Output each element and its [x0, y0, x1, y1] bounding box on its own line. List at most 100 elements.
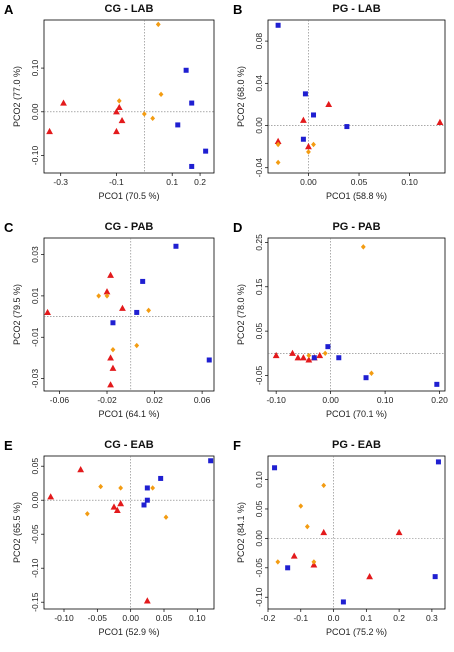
y-tick-label: 0.00 — [254, 530, 264, 547]
panel-title: CG - EAB — [104, 439, 154, 451]
data-point-triangle — [115, 103, 123, 111]
panel-title: PG - LAB — [332, 3, 380, 15]
x-tick-label: 0.3 — [426, 613, 438, 623]
y-axis-label: PCO2 (65.5 %) — [12, 502, 22, 563]
y-axis-label: PCO2 (78.0 %) — [236, 284, 246, 345]
data-point-triangle — [305, 143, 312, 150]
data-point-diamond — [360, 244, 366, 250]
data-point-triangle — [103, 288, 111, 295]
data-point-diamond — [98, 483, 104, 490]
panel-letter: D — [233, 220, 242, 235]
data-point-diamond — [306, 352, 312, 359]
data-point-square — [311, 112, 317, 118]
data-point-diamond — [298, 503, 304, 509]
data-point-triangle — [395, 528, 403, 536]
data-point-diamond — [104, 293, 110, 299]
y-tick-label: -0.10 — [30, 146, 40, 166]
data-point-triangle — [110, 503, 118, 510]
y-tick-label: 0.00 — [254, 117, 264, 134]
y-tick-label: -0.05 — [254, 366, 264, 386]
x-axis-label: PCO1 (58.8 %) — [326, 191, 387, 201]
data-point-triangle — [143, 597, 151, 604]
data-point-triangle — [107, 271, 114, 278]
y-tick-label: -0.05 — [254, 558, 264, 578]
data-point-square — [434, 381, 440, 387]
data-point-triangle — [119, 304, 126, 311]
data-point-square — [336, 355, 342, 361]
plot-frame — [43, 237, 215, 392]
data-point-square — [435, 459, 441, 465]
data-point-square — [344, 124, 350, 130]
data-point-square — [189, 163, 195, 169]
data-point-diamond — [150, 115, 156, 122]
data-point-triangle — [436, 118, 444, 125]
y-axis-label: PCO2 (79.5 %) — [12, 284, 22, 345]
x-tick-label: -0.3 — [53, 177, 68, 187]
data-point-square — [183, 67, 189, 73]
y-axis-label: PCO2 (68.0 %) — [236, 66, 246, 127]
data-point-square — [175, 122, 181, 128]
data-point-square — [285, 565, 291, 571]
x-axis-label: PCO1 (64.1 %) — [98, 409, 159, 419]
y-tick-label: -0.05 — [30, 524, 40, 544]
x-tick-label: 0.10 — [401, 177, 418, 187]
panel-letter: A — [4, 2, 14, 17]
data-point-diamond — [155, 21, 161, 28]
panel-f: F PG - EAB -0.2 -0.1 0.0 0.1 0.2 0.3 -0.10 -0.05 0… — [233, 438, 446, 637]
panel-c: C CG - PAB -0.06 -0.02 0.02 0.06 -0.03 -0.01 0.0… — [4, 220, 215, 419]
plot-frame — [267, 455, 446, 610]
data-point-triangle — [77, 466, 85, 473]
data-point-triangle — [294, 354, 302, 361]
data-point-diamond — [275, 559, 281, 565]
data-point-square — [110, 320, 116, 326]
x-axis-label: PCO1 (52.9 %) — [98, 627, 159, 637]
data-point-triangle — [316, 351, 324, 359]
data-point-square — [300, 136, 306, 142]
x-tick-label: 0.1 — [166, 177, 178, 187]
x-tick-label: -0.10 — [266, 395, 286, 405]
panel-b: B PG - LAB 0.00 0.05 0.10 -0.04 0.00 0.04 0.08 PC… — [233, 2, 446, 201]
y-tick-label: 0.05 — [254, 500, 264, 517]
x-tick-label: -0.2 — [261, 613, 276, 623]
data-point-diamond — [322, 350, 328, 357]
data-point-diamond — [141, 111, 147, 117]
data-point-triangle — [47, 493, 55, 500]
data-point-diamond — [311, 559, 317, 565]
y-axis-label: PCO2 (84.1 %) — [236, 502, 246, 563]
data-point-square — [275, 22, 281, 28]
data-point-diamond — [369, 370, 374, 376]
data-point-triangle — [289, 349, 296, 356]
x-tick-label: 0.00 — [322, 395, 339, 405]
x-tick-label: -0.05 — [88, 613, 108, 623]
x-tick-label: 0.00 — [122, 613, 139, 623]
x-tick-label: 0.20 — [431, 395, 448, 405]
data-point-triangle — [290, 552, 298, 559]
data-point-triangle — [305, 356, 313, 363]
x-tick-label: 0.05 — [156, 613, 173, 623]
x-tick-label: -0.10 — [54, 613, 74, 623]
panel-letter: C — [4, 220, 14, 235]
y-tick-label: 0.05 — [254, 323, 264, 340]
data-point-diamond — [275, 141, 281, 148]
panel-title: CG - LAB — [105, 3, 154, 15]
data-point-square — [272, 465, 278, 471]
panel-letter: E — [4, 438, 13, 453]
data-point-square — [432, 574, 438, 580]
panel-title: CG - PAB — [105, 221, 154, 233]
data-point-square — [141, 502, 147, 508]
y-tick-label: 0.15 — [254, 278, 264, 295]
data-point-triangle — [325, 100, 333, 108]
data-point-square — [363, 375, 369, 381]
data-point-square — [302, 91, 308, 97]
y-tick-label: -0.10 — [30, 558, 40, 578]
panel-title: PG - EAB — [332, 439, 381, 451]
x-tick-label: 0.06 — [194, 395, 211, 405]
x-tick-label: -0.06 — [50, 395, 70, 405]
x-tick-label: -0.1 — [293, 613, 308, 623]
x-tick-label: -0.02 — [97, 395, 117, 405]
data-point-triangle — [113, 127, 120, 135]
data-point-diamond — [116, 98, 122, 104]
y-tick-label: 0.00 — [30, 492, 40, 509]
y-tick-label: -0.10 — [254, 587, 264, 607]
